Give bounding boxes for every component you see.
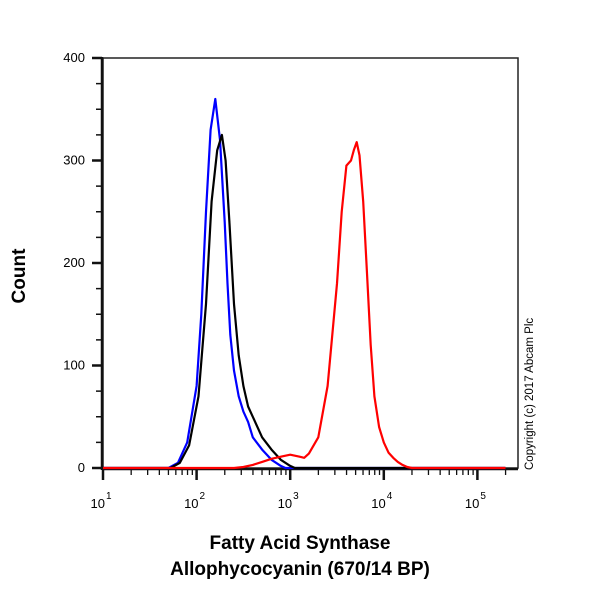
series-line: [103, 133, 506, 470]
y-tick-label: 0: [78, 460, 85, 475]
copyright-text: Copyright (c) 2017 Abcam Plc: [524, 317, 536, 470]
y-tick-label: 100: [63, 358, 85, 373]
plot-frame: [102, 57, 519, 469]
y-axis-ticks: 0 100 200 300 400: [63, 50, 102, 475]
x-tick-label: 103: [278, 491, 299, 511]
series-group: [103, 97, 506, 470]
x-tick-label: 105: [465, 491, 486, 511]
x-axis-label-line1: Fatty Acid Synthase: [209, 533, 391, 554]
x-tick-label: 104: [371, 491, 392, 511]
series-line: [103, 141, 506, 470]
x-tick-label: 102: [184, 491, 205, 511]
y-tick-label: 300: [63, 153, 85, 168]
y-tick-label: 200: [63, 255, 85, 270]
x-axis-ticks: 101 102 103 104 105: [90, 469, 507, 511]
y-axis-label: Count: [9, 248, 30, 304]
x-tick-label: 101: [90, 491, 111, 511]
series-line: [103, 97, 506, 470]
x-axis-label-line2: Allophycocyanin (670/14 BP): [170, 559, 430, 580]
y-tick-label: 400: [63, 50, 85, 65]
